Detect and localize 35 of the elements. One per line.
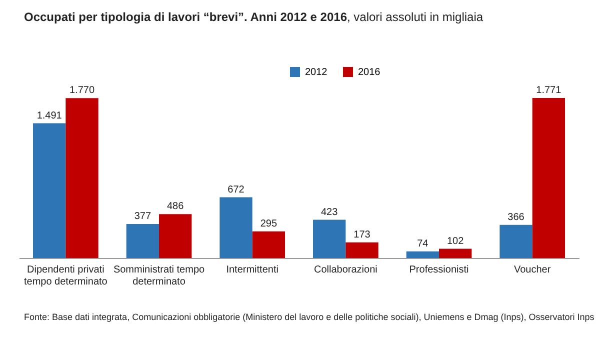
bar bbox=[159, 214, 192, 258]
data-label: 423 bbox=[320, 206, 338, 218]
legend-label: 2016 bbox=[358, 67, 381, 78]
x-tick-label: Voucher bbox=[514, 264, 552, 276]
bar bbox=[500, 224, 532, 258]
bar bbox=[252, 231, 285, 258]
data-label: 1.770 bbox=[69, 85, 95, 96]
bar bbox=[313, 220, 346, 258]
x-tick-label: Somministrati tempo determinato bbox=[113, 264, 206, 288]
data-label: 1.491 bbox=[36, 110, 62, 122]
legend-label: 2012 bbox=[305, 67, 328, 78]
data-label: 366 bbox=[508, 212, 525, 223]
source-note: Fonte: Base dati integrata, Comunicazioni obbligatorie (Ministero del lavoro e delle politiche sociali), Uniemens e Dmag (Inps), Osservatori Inps bbox=[24, 312, 594, 322]
x-tick-label: Intermittenti bbox=[226, 264, 278, 276]
data-label: 672 bbox=[228, 184, 245, 196]
data-label: 102 bbox=[446, 236, 464, 247]
data-label: 486 bbox=[166, 201, 184, 212]
chart-subtitle: , valori assoluti in migliaia bbox=[347, 10, 484, 24]
data-label: 173 bbox=[354, 229, 371, 240]
bar bbox=[33, 123, 66, 258]
x-tick-label: Collaborazioni bbox=[314, 264, 378, 276]
bar bbox=[532, 98, 565, 258]
x-tick-label: Professionisti bbox=[409, 264, 469, 276]
data-label: 295 bbox=[260, 218, 278, 230]
bar bbox=[66, 98, 98, 258]
bar bbox=[220, 197, 252, 258]
data-label: 377 bbox=[134, 210, 152, 222]
bar bbox=[406, 251, 439, 258]
data-label: 74 bbox=[417, 238, 429, 250]
bar bbox=[439, 248, 472, 258]
bar bbox=[126, 224, 159, 258]
data-label: 1.771 bbox=[536, 85, 562, 96]
bar bbox=[346, 242, 378, 258]
chart-title: Occupati per tipologia di lavori “brevi”. Anni 2012 e 2016 bbox=[24, 10, 347, 24]
x-tick-label: Dipendenti privati tempo determinato bbox=[24, 264, 108, 288]
